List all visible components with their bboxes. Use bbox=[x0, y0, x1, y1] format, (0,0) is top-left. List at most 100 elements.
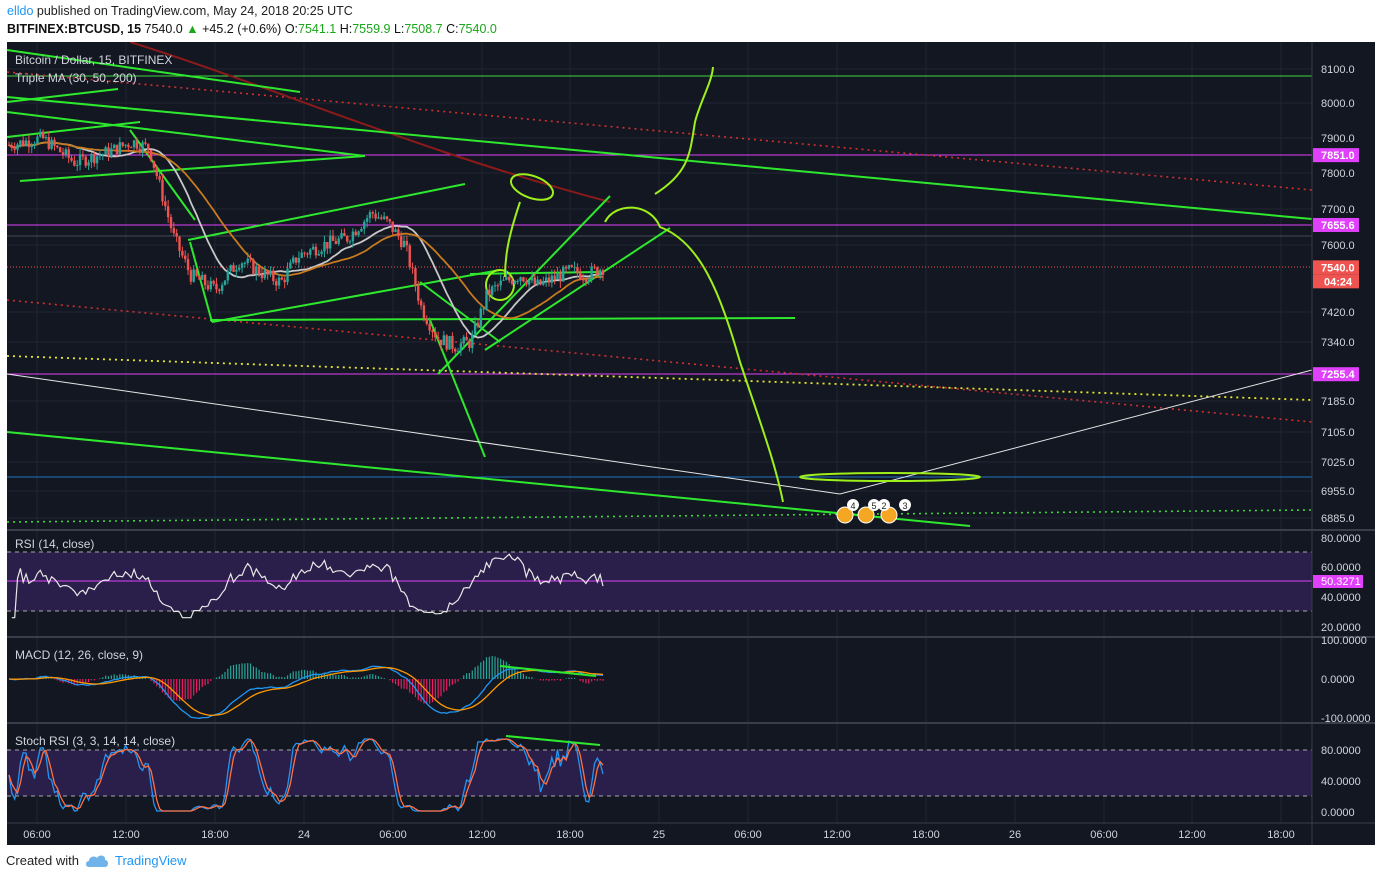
rsi-tick: 60.0000 bbox=[1321, 562, 1361, 574]
candle bbox=[78, 154, 82, 166]
candle bbox=[448, 336, 451, 350]
price-tag-label: 7255.4 bbox=[1321, 369, 1356, 381]
price-tick: 7420.0 bbox=[1321, 307, 1355, 319]
candle bbox=[434, 331, 437, 338]
candle bbox=[598, 270, 602, 276]
candle bbox=[149, 150, 153, 161]
tradingview-link[interactable]: TradingView bbox=[114, 853, 187, 868]
candle bbox=[175, 233, 178, 237]
candle bbox=[573, 266, 576, 268]
candle bbox=[243, 262, 247, 264]
price-tick: 6955.0 bbox=[1321, 486, 1355, 498]
tradingview-cloud-icon bbox=[85, 855, 108, 867]
candle bbox=[246, 258, 249, 263]
candle bbox=[371, 212, 374, 214]
price-tick: 7105.0 bbox=[1321, 427, 1355, 439]
symbol-line: BITFINEX:BTCUSD, 15 7540.0 ▲ +45.2 (+0.6… bbox=[7, 22, 497, 36]
price-tick: 8000.0 bbox=[1321, 98, 1355, 110]
candle bbox=[405, 240, 409, 246]
candle bbox=[365, 218, 369, 222]
candle bbox=[377, 217, 380, 219]
price-tag bbox=[1313, 148, 1359, 163]
symbol-name: BITFINEX:BTCUSD, 15 bbox=[7, 22, 142, 36]
event-markers[interactable]: 4 5 2 3 bbox=[836, 499, 911, 524]
price-axis[interactable]: 8100.0 8000.0 7900.0 7800.0 7700.0 7600.0 7420… bbox=[1313, 64, 1359, 525]
time-tick: 25 bbox=[653, 829, 665, 841]
price-tag-label: 7655.6 bbox=[1321, 220, 1355, 232]
candle bbox=[351, 231, 355, 242]
candle bbox=[596, 267, 599, 276]
candle bbox=[161, 179, 164, 202]
candle bbox=[340, 233, 343, 239]
candlesticks bbox=[7, 128, 605, 356]
price-tag bbox=[1313, 217, 1359, 232]
time-tick: 18:00 bbox=[912, 829, 940, 841]
candle bbox=[110, 148, 113, 157]
created-with-label: Created with bbox=[6, 853, 79, 868]
candle bbox=[456, 351, 460, 353]
candle bbox=[19, 140, 22, 145]
candle bbox=[112, 144, 116, 149]
candle bbox=[152, 160, 156, 168]
candle bbox=[249, 258, 252, 260]
stoch-tick: 40.0000 bbox=[1321, 776, 1361, 788]
candle bbox=[473, 322, 477, 335]
candle bbox=[536, 279, 539, 285]
candle bbox=[533, 277, 536, 285]
candle bbox=[84, 156, 87, 166]
candle bbox=[328, 235, 332, 249]
candle bbox=[425, 318, 428, 325]
price-tag-label: 7540.0 bbox=[1321, 262, 1355, 274]
candle bbox=[164, 201, 167, 207]
candle bbox=[519, 277, 522, 281]
macd-divergence-line[interactable] bbox=[499, 665, 597, 677]
candle bbox=[445, 335, 448, 350]
time-axis[interactable]: 06:00 12:00 18:00 24 06:00 12:00 18:00 25 06:00 1… bbox=[23, 829, 1295, 841]
candle bbox=[542, 281, 545, 285]
candle bbox=[203, 275, 207, 286]
candle bbox=[374, 213, 377, 219]
candle bbox=[363, 221, 366, 229]
candle bbox=[263, 270, 266, 279]
candle bbox=[67, 149, 70, 158]
candle bbox=[394, 229, 397, 232]
candle bbox=[439, 339, 443, 346]
candle bbox=[337, 238, 340, 244]
candle bbox=[226, 270, 230, 281]
time-tick: 06:00 bbox=[734, 829, 762, 841]
candle bbox=[553, 275, 556, 280]
candle bbox=[7, 145, 11, 146]
rsi-tick: 20.0000 bbox=[1321, 622, 1361, 634]
candle bbox=[468, 340, 471, 348]
time-tick: 06:00 bbox=[23, 829, 51, 841]
candle bbox=[579, 273, 582, 280]
author-link[interactable]: elldo bbox=[7, 4, 34, 18]
candle bbox=[192, 269, 195, 282]
trading-chart[interactable]: 4 5 2 3 Bitcoin / Dollar, 15, BITFINEX T… bbox=[0, 42, 1383, 852]
price-tick: 7800.0 bbox=[1321, 168, 1355, 180]
candle bbox=[58, 147, 62, 153]
macd-tick: 100.0000 bbox=[1321, 635, 1367, 647]
candle bbox=[471, 334, 474, 348]
candle bbox=[348, 241, 352, 243]
grid bbox=[7, 42, 1312, 823]
stoch-title: Stoch RSI (3, 3, 14, 14, close) bbox=[15, 734, 175, 748]
candle bbox=[522, 277, 525, 282]
macd-signal-line bbox=[8, 666, 604, 716]
candle bbox=[428, 324, 431, 331]
candle bbox=[277, 277, 281, 286]
candle bbox=[27, 140, 31, 148]
candle bbox=[141, 142, 144, 152]
stoch-divergence-line[interactable] bbox=[505, 735, 601, 746]
candle bbox=[255, 266, 258, 275]
marker-count: 4 bbox=[850, 501, 855, 511]
candle bbox=[505, 276, 508, 280]
candle bbox=[53, 139, 56, 146]
candle bbox=[564, 266, 568, 269]
candle bbox=[317, 254, 320, 256]
marker-badge bbox=[868, 499, 880, 511]
low-label: L: bbox=[393, 22, 405, 36]
macd-line bbox=[8, 665, 604, 719]
candle bbox=[527, 280, 531, 285]
candle bbox=[115, 144, 119, 155]
